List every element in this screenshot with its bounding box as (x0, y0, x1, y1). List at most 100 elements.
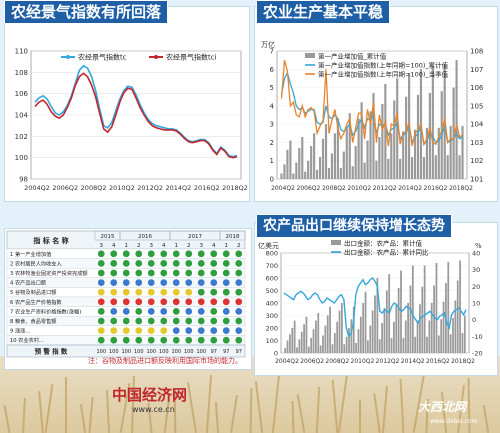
bar (405, 96, 408, 179)
y-tick-left: 3 (270, 121, 274, 129)
y-tick-right: 108 (470, 48, 483, 56)
series-line (283, 277, 467, 338)
y-tick-left: 500 (266, 287, 278, 295)
table-note: 注：谷物及制品进口额反映利用国际市场的能力。 (88, 357, 242, 365)
bar (301, 136, 304, 179)
bar (434, 155, 437, 179)
status-light (109, 336, 118, 345)
bar (456, 280, 459, 353)
wheat-stalk (331, 380, 339, 433)
bar (461, 333, 464, 353)
bar (421, 286, 424, 353)
bar (343, 344, 346, 353)
row-label: 1 第一产业增加值 (10, 250, 51, 258)
panel-2: 万亿 0 1 2 3 4 5 6 7 101 102 103 104 105 106 107 108 2004Q2… (254, 6, 498, 202)
status-light (184, 336, 193, 345)
bar (372, 93, 375, 179)
year-label: 2017 (188, 234, 202, 240)
status-light (234, 307, 243, 316)
row-label: 3 农林牧渔业固定资产投资完成额 (10, 269, 88, 277)
status-light (97, 278, 106, 287)
wheat-stalk (214, 401, 220, 433)
status-light (234, 278, 243, 287)
series-line-2 (34, 72, 238, 159)
bar (313, 133, 316, 179)
legend-marker (66, 55, 70, 59)
x-tick-label: 2012Q2 (373, 185, 397, 192)
bar (378, 339, 381, 353)
status-light (184, 307, 193, 316)
status-light (147, 326, 156, 335)
bar (355, 343, 357, 353)
bar (381, 104, 384, 179)
footer-value: 97 (223, 349, 229, 355)
bar (390, 133, 393, 179)
status-light (209, 336, 218, 345)
bar (357, 118, 360, 179)
y-tick-left: 700 (266, 262, 278, 270)
bar (303, 324, 305, 353)
footer-value: 100 (134, 349, 144, 355)
bar (459, 260, 461, 353)
footer-value: 100 (184, 349, 194, 355)
status-light (172, 317, 181, 325)
bar (283, 164, 286, 179)
x-tick-label: 2018Q2 (449, 185, 473, 192)
legend-swatch (305, 53, 315, 58)
bar (352, 306, 355, 353)
wheat-stalk (482, 405, 490, 433)
footer-value: 100 (171, 349, 181, 355)
x-tick-label: 2012Q2 (376, 358, 400, 365)
status-light (109, 269, 118, 277)
wheat-stalk (399, 378, 405, 433)
status-light (109, 317, 118, 325)
status-light (109, 288, 118, 297)
bar (363, 162, 366, 179)
bar (416, 320, 419, 353)
bar (300, 331, 303, 353)
bar (295, 162, 298, 179)
wheat-stalk (373, 393, 381, 433)
x-tick-label: 2010Q2 (109, 184, 135, 192)
y-tick-right: 106 (470, 84, 484, 92)
status-light (109, 297, 118, 306)
bar (289, 334, 291, 353)
status-light (109, 249, 118, 258)
x-tick-label: 2014Q2 (166, 184, 192, 192)
bar (336, 321, 339, 353)
status-light (147, 297, 156, 306)
bar (292, 173, 295, 179)
row-label: 4 农产品出口额 (10, 279, 47, 287)
status-light (197, 307, 206, 316)
wheat-stalk (3, 405, 11, 433)
status-light (134, 269, 143, 277)
status-light (209, 317, 218, 325)
wheat-stalk (205, 375, 213, 433)
bar (437, 335, 440, 353)
y-tick-label: 110 (15, 48, 28, 56)
bar (336, 118, 339, 179)
status-light (184, 297, 193, 306)
y-tick-left: 1 (270, 157, 274, 165)
x-tick-label: 2014Q2 (401, 358, 425, 365)
bar (324, 325, 327, 353)
watermark-url: www.dxbei.com (430, 418, 478, 425)
quarter-label: 3 (100, 243, 104, 249)
bar (293, 320, 296, 353)
bar (375, 160, 378, 179)
chart-2: 万亿 0 1 2 3 4 5 6 7 101 102 103 104 105 106 107 108 2004Q2… (261, 40, 484, 192)
bar (442, 301, 445, 353)
status-light (172, 259, 181, 268)
status-light (109, 326, 118, 335)
panel-1-title: 农经景气指数有所回落 (4, 0, 169, 24)
legend-label: 出口金额：农产品：累计同比 (344, 248, 429, 257)
bar (280, 173, 283, 179)
bar (458, 155, 461, 179)
wheat-stalk (296, 394, 306, 433)
bar (397, 288, 400, 353)
status-light (109, 259, 118, 268)
bar (410, 157, 414, 179)
bar (455, 60, 458, 180)
watermark-text: 大西北网 (418, 400, 467, 414)
bar (333, 133, 336, 179)
